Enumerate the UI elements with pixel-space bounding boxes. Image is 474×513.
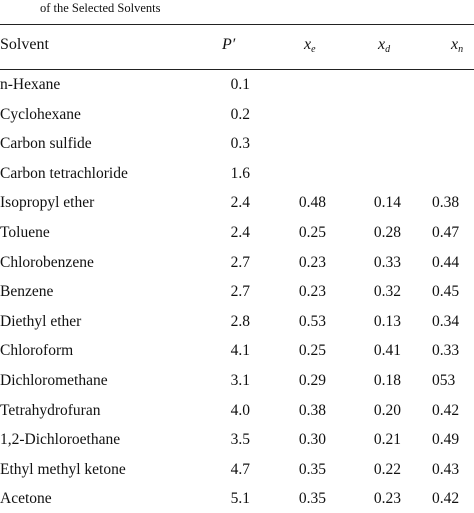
cell-xe: 0.38 [298, 401, 326, 419]
cell-polarity-index: 3.1 [230, 372, 250, 389]
table-row: Ethyl methyl ketone 4.7 0.35 0.22 0.43 [0, 455, 474, 484]
cell-xe: 0.48 [298, 194, 326, 212]
table-header-rule [0, 69, 474, 70]
header-xn: xn [451, 29, 463, 66]
header-xd-subscript: d [385, 44, 391, 55]
cell-xd: 0.21 [373, 431, 401, 449]
cell-solvent: Carbon tetrachloride [0, 164, 128, 182]
cell-xn: 0.42 [432, 490, 460, 508]
cell-solvent: Benzene [0, 283, 54, 301]
table-top-rule [0, 24, 474, 25]
cell-xn: 0.45 [432, 283, 460, 301]
cell-polarity-index: 0.2 [230, 105, 250, 123]
cell-xn: 0.43 [432, 460, 460, 478]
cell-polarity-index: 0.3 [230, 135, 250, 153]
cell-xe: 0.35 [298, 460, 326, 478]
cell-xd: 0.41 [373, 342, 401, 360]
cell-xd: 0.18 [373, 372, 401, 389]
cell-xd: 0.20 [373, 401, 401, 419]
header-xn-base: x [451, 36, 459, 53]
cell-xn: 0.47 [432, 224, 460, 241]
table-row: Cyclohexane 0.2 [0, 100, 474, 129]
table-row: Carbon sulfide 0.3 [0, 129, 474, 158]
cell-xd: 0.28 [373, 224, 401, 241]
cell-xe: 0.23 [298, 283, 326, 301]
table-row: n-Hexane 0.1 [0, 70, 474, 99]
cell-polarity-index: 4.7 [230, 460, 250, 478]
table-row: Toluene 2.4 0.25 0.28 0.47 [0, 218, 474, 247]
cell-xn: 0.34 [432, 312, 460, 330]
table-row: Carbon tetrachloride 1.6 [0, 159, 474, 188]
table-row: Diethyl ether 2.8 0.53 0.13 0.34 [0, 307, 474, 336]
cell-polarity-index: 2.4 [230, 194, 250, 212]
cell-xe: 0.30 [298, 431, 326, 449]
cell-polarity-index: 4.1 [230, 342, 250, 360]
header-xd-base: x [378, 36, 386, 53]
cell-polarity-index: 5.1 [230, 490, 250, 508]
cell-solvent: Toluene [0, 224, 50, 241]
header-xe: xe [304, 29, 316, 66]
table-header-row: Solvent P′ xe xd xn [0, 29, 474, 61]
cell-polarity-index: 2.4 [230, 224, 250, 241]
cell-polarity-index: 2.7 [230, 283, 250, 301]
cell-xe: 0.23 [298, 253, 326, 271]
table-row: Acetone 5.1 0.35 0.23 0.42 [0, 484, 474, 513]
cell-xd: 0.33 [373, 253, 401, 271]
cell-polarity-index: 1.6 [230, 164, 250, 182]
cell-polarity-index: 2.8 [230, 312, 250, 330]
cell-xd: 0.13 [373, 312, 401, 330]
table-row: Tetrahydrofuran 4.0 0.38 0.20 0.42 [0, 396, 474, 425]
table-row: Chlorobenzene 2.7 0.23 0.33 0.44 [0, 248, 474, 277]
cell-xn: 0.38 [432, 194, 460, 212]
cell-xd: 0.22 [373, 460, 401, 478]
header-solvent: Solvent [0, 36, 49, 53]
cell-xn: 0.33 [432, 342, 460, 360]
cell-xe: 0.53 [298, 312, 326, 330]
table-caption: of the Selected Solvents [40, 1, 161, 15]
cell-solvent: Diethyl ether [0, 312, 82, 330]
table-row: 1,2-Dichloroethane 3.5 0.30 0.21 0.49 [0, 425, 474, 454]
table-row: Isopropyl ether 2.4 0.48 0.14 0.38 [0, 188, 474, 217]
cell-solvent: Chloroform [0, 342, 74, 360]
header-xd: xd [378, 29, 390, 66]
cell-solvent: 1,2-Dichloroethane [0, 431, 121, 449]
cell-xn: 0.44 [432, 253, 460, 271]
cell-xe: 0.35 [298, 490, 326, 508]
cell-polarity-index: 4.0 [230, 401, 250, 419]
table-row: Benzene 2.7 0.23 0.32 0.45 [0, 277, 474, 306]
table-row: Chloroform 4.1 0.25 0.41 0.33 [0, 336, 474, 365]
cell-xn: 0.49 [432, 431, 460, 449]
header-xe-subscript: e [311, 44, 316, 55]
cell-solvent: Ethyl methyl ketone [0, 460, 126, 478]
cell-polarity-index: 3.5 [230, 431, 250, 449]
cell-polarity-index: 0.1 [230, 76, 250, 93]
table-row: Dichloromethane 3.1 0.29 0.18 053 [0, 366, 474, 395]
cell-solvent: Isopropyl ether [0, 194, 95, 212]
cell-xe: 0.25 [298, 342, 326, 360]
cell-solvent: Acetone [0, 490, 52, 508]
cell-solvent: Chlorobenzene [0, 253, 94, 271]
header-xe-base: x [304, 36, 312, 53]
cell-xd: 0.32 [373, 283, 401, 301]
header-polarity-index: P′ [222, 36, 236, 53]
cell-xn: 053 [432, 372, 456, 389]
cell-xd: 0.23 [373, 490, 401, 508]
cell-solvent: Dichloromethane [0, 372, 108, 389]
cell-xe: 0.25 [298, 224, 326, 241]
cell-xd: 0.14 [373, 194, 401, 212]
cell-solvent: n-Hexane [0, 76, 61, 93]
header-xn-subscript: n [458, 44, 464, 55]
cell-solvent: Carbon sulfide [0, 135, 92, 153]
cell-xn: 0.42 [432, 401, 460, 419]
cell-solvent: Cyclohexane [0, 105, 81, 123]
cell-polarity-index: 2.7 [230, 253, 250, 271]
cell-solvent: Tetrahydrofuran [0, 401, 101, 419]
cell-xe: 0.29 [298, 372, 326, 389]
